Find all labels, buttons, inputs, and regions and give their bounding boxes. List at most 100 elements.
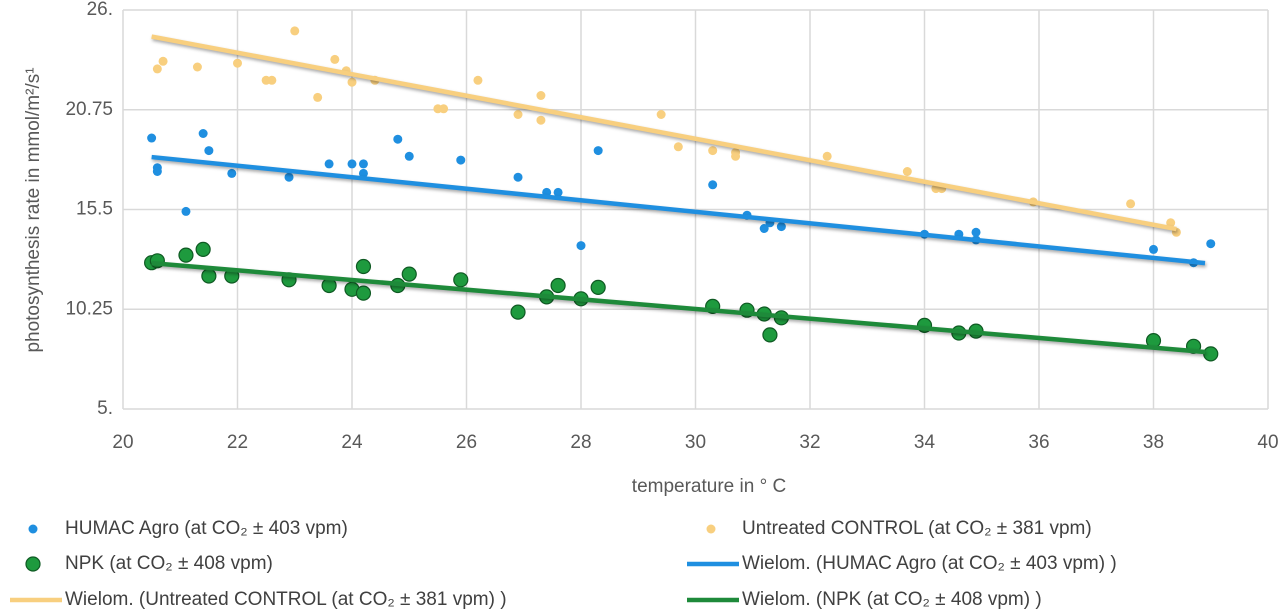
series: [151, 260, 1206, 355]
point: [1166, 218, 1176, 228]
legend-label: Wielom. (NPK (at CO₂ ± 408 vpm) ): [742, 589, 1042, 610]
x-tick-label: 36: [1028, 432, 1049, 453]
point: [473, 75, 483, 85]
point: [776, 222, 786, 232]
point: [902, 167, 912, 176]
y-tick-label: 10.25: [65, 298, 113, 319]
point: [181, 206, 191, 216]
point: [513, 110, 523, 119]
x-tick-label: 32: [799, 432, 820, 453]
point: [233, 58, 242, 68]
legend-item: Wielom. (NPK (at CO₂ ± 408 vpm) ): [687, 589, 1042, 610]
point: [1149, 244, 1158, 254]
legend: HUMAC Agro (at CO₂ ± 403 vpm) Untreated C…: [10, 518, 1117, 610]
x-tick-label: 22: [227, 432, 248, 453]
x-tick-label: 24: [341, 432, 363, 453]
x-tick-label: 40: [1257, 432, 1278, 453]
point: [456, 155, 466, 165]
trend-line: [151, 34, 1177, 232]
series: [147, 129, 1216, 268]
point: [708, 146, 718, 156]
point: [330, 54, 340, 64]
point: [355, 285, 372, 301]
legend-label: NPK (at CO₂ ± 408 vpm): [65, 553, 273, 574]
legend-label: Wielom. (Untreated CONTROL (at CO₂ ± 381…: [65, 589, 507, 610]
point: [358, 168, 368, 178]
point: [158, 56, 168, 66]
point: [198, 129, 208, 138]
point: [708, 180, 718, 190]
point: [510, 304, 526, 320]
point: [147, 133, 157, 143]
point: [204, 146, 214, 156]
point: [152, 64, 162, 74]
point: [404, 151, 414, 161]
point: [347, 159, 357, 169]
point: [324, 159, 334, 169]
point: [227, 168, 237, 178]
point: [1126, 199, 1136, 209]
x-tick-label: 38: [1143, 432, 1164, 453]
point: [731, 151, 741, 161]
legend-marker: [25, 556, 41, 572]
y-tick-label: 20.75: [65, 99, 113, 120]
x-tick-label: 28: [570, 432, 591, 453]
legend-item: HUMAC Agro (at CO₂ ± 403 vpm): [28, 518, 348, 539]
point: [195, 241, 211, 257]
point: [1206, 239, 1216, 249]
point: [576, 241, 586, 251]
point: [284, 172, 294, 182]
point: [553, 187, 563, 197]
point: [267, 75, 277, 85]
x-tick-label: 26: [456, 432, 477, 453]
point: [971, 227, 981, 237]
y-tick-label: 26.: [87, 0, 113, 20]
point: [347, 77, 357, 87]
point: [536, 115, 546, 125]
point: [313, 92, 323, 102]
legend-marker: [706, 524, 716, 534]
x-tick-label: 20: [112, 432, 133, 453]
point: [401, 266, 417, 282]
point: [673, 142, 683, 152]
series: [151, 34, 1177, 232]
point: [393, 134, 403, 144]
series: [151, 154, 1206, 266]
point: [759, 224, 769, 233]
legend-label: HUMAC Agro (at CO₂ ± 403 vpm): [65, 518, 348, 539]
point: [201, 268, 217, 284]
point: [1203, 346, 1219, 362]
point: [358, 159, 368, 169]
legend-item: NPK (at CO₂ ± 408 vpm): [25, 553, 273, 574]
legend-item: Wielom. (HUMAC Agro (at CO₂ ± 403 vpm) ): [687, 553, 1117, 574]
point: [152, 167, 162, 176]
legend-item: Untreated CONTROL (at CO₂ ± 381 vpm): [706, 518, 1092, 539]
y-tick-label: 5.: [97, 398, 113, 419]
point: [593, 146, 603, 156]
y-tick-label: 15.5: [76, 199, 113, 220]
x-axis-label: temperature in ° C: [632, 476, 786, 497]
legend-label: Wielom. (HUMAC Agro (at CO₂ ± 403 vpm) ): [742, 553, 1117, 574]
trend-line: [151, 260, 1206, 355]
point: [656, 110, 666, 119]
point: [290, 26, 300, 36]
trend-line: [151, 154, 1206, 266]
point: [192, 62, 202, 72]
legend-marker: [28, 524, 38, 534]
point: [822, 151, 832, 161]
grid: [122, 9, 1269, 410]
point: [590, 279, 606, 295]
point: [762, 327, 778, 343]
point: [178, 247, 194, 263]
x-tick-label: 30: [685, 432, 706, 453]
y-axis-label: photosynthesis rate in mmol/m²/s¹: [23, 67, 44, 352]
point: [439, 104, 449, 114]
point: [513, 172, 523, 182]
x-tick-label: 34: [914, 432, 936, 453]
point: [355, 258, 372, 275]
legend-item: Wielom. (Untreated CONTROL (at CO₂ ± 381…: [10, 589, 507, 610]
point: [536, 91, 546, 100]
legend-label: Untreated CONTROL (at CO₂ ± 381 vpm): [742, 518, 1092, 539]
series: [152, 26, 1181, 237]
